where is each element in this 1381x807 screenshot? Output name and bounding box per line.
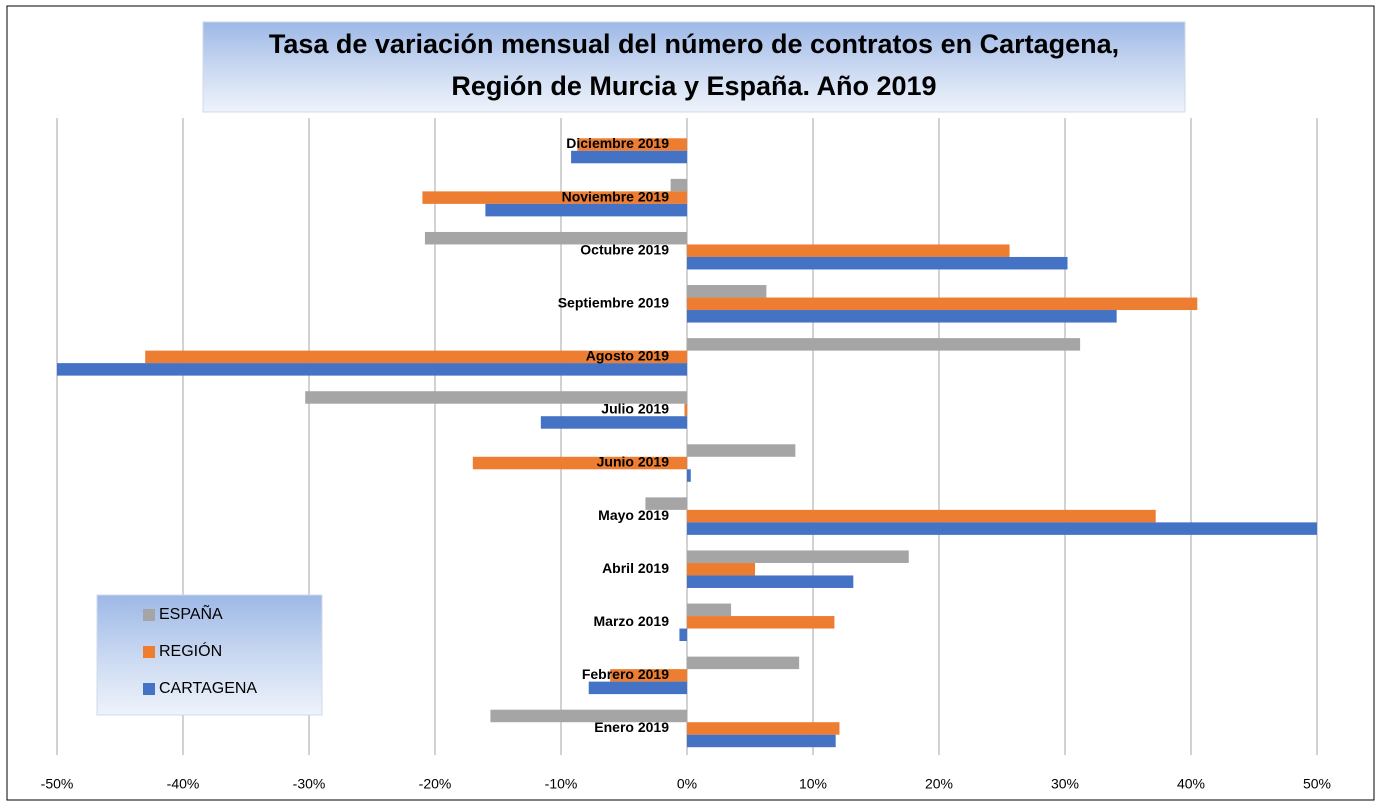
y-tick-label: Junio 2019: [597, 454, 670, 470]
bar: [687, 575, 854, 588]
title-box: [202, 21, 1186, 113]
legend-label: CARTAGENA: [159, 680, 257, 697]
y-tick-label: Mayo 2019: [598, 507, 669, 523]
x-tick-label: 50%: [1303, 776, 1331, 792]
bar: [57, 363, 687, 376]
bar: [485, 203, 687, 217]
chart-title: Tasa de variación mensual del número de …: [269, 29, 1119, 59]
x-tick-label: 40%: [1177, 776, 1205, 792]
bar: [687, 285, 767, 298]
bar: [687, 550, 909, 563]
legend-box: [96, 594, 323, 716]
y-tick-label: Febrero 2019: [582, 666, 669, 682]
bar: [687, 734, 836, 748]
bar: [687, 509, 1156, 523]
bar: [687, 297, 1198, 311]
x-tick-label: -50%: [41, 776, 74, 792]
bar: [687, 338, 1081, 351]
bar: [645, 497, 687, 510]
bar: [490, 709, 687, 723]
bar: [670, 178, 687, 192]
y-tick-label: Julio 2019: [601, 401, 669, 417]
bar: [610, 669, 687, 682]
bar: [588, 681, 687, 695]
bar: [422, 191, 687, 204]
bar: [305, 391, 687, 404]
bar: [687, 444, 796, 457]
x-tick-label: 20%: [925, 776, 953, 792]
y-tick-label: Noviembre 2019: [562, 188, 670, 204]
y-tick-label: Octubre 2019: [580, 241, 669, 257]
y-tick-label: Septiembre 2019: [558, 294, 669, 310]
bar: [687, 522, 1317, 535]
bar: [687, 244, 1010, 257]
x-tick-label: -10%: [545, 776, 578, 792]
bar: [687, 616, 835, 629]
bar: [687, 256, 1068, 270]
bar: [687, 656, 800, 670]
bar: [145, 350, 687, 364]
legend-swatch: [143, 646, 155, 658]
bar: [577, 138, 687, 151]
y-tick-label: Enero 2019: [594, 719, 669, 735]
legend-swatch: [143, 683, 155, 695]
bar: [540, 416, 687, 429]
x-tick-label: -20%: [419, 776, 452, 792]
x-tick-label: 30%: [1051, 776, 1079, 792]
x-tick-label: 10%: [799, 776, 827, 792]
chart-title: Región de Murcia y España. Año 2019: [451, 71, 936, 101]
bar: [687, 562, 756, 576]
bar: [472, 456, 687, 470]
x-tick-label: -40%: [167, 776, 200, 792]
y-tick-label: Diciembre 2019: [566, 135, 669, 151]
x-tick-label: 0%: [677, 776, 697, 792]
bar: [571, 150, 687, 164]
legend-swatch: [143, 609, 155, 621]
bar: [424, 231, 687, 245]
bar: [679, 628, 687, 642]
bar: [687, 722, 840, 735]
y-tick-label: Marzo 2019: [594, 613, 670, 629]
y-tick-label: Agosto 2019: [586, 348, 669, 364]
bar: [687, 603, 732, 617]
bar: [687, 310, 1117, 323]
bar: [687, 469, 691, 482]
legend-label: REGIÓN: [159, 641, 222, 660]
legend-label: ESPAÑA: [159, 603, 223, 623]
y-tick-label: Abril 2019: [602, 560, 669, 576]
x-tick-label: -30%: [293, 776, 326, 792]
bar: [684, 403, 687, 417]
